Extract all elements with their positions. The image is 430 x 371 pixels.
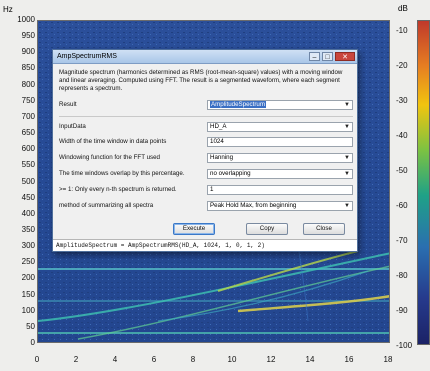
parameter-label: InputData [59, 123, 86, 130]
ampspectrumrms-dialog: AmpSpectrumRMS – □ ✕ Magnitude spectrum … [52, 49, 358, 252]
colorbar-tick-label: -60 [396, 201, 408, 210]
copy-button[interactable]: Copy [246, 223, 288, 235]
close-button[interactable]: Close [303, 223, 345, 235]
harmonic-trace-4 [237, 295, 389, 313]
y-tick-label: 0 [30, 338, 35, 347]
parameter-combo[interactable]: Peak Hold Max, from beginning ▼ [207, 201, 353, 211]
parameter-row: InputData HD_A ▼ [59, 122, 353, 133]
colorbar-tick-label: -10 [396, 26, 408, 35]
result-row: Result AmplitudeSpectrum ▼ [59, 100, 353, 111]
x-tick-label: 10 [227, 355, 237, 364]
separator [59, 116, 353, 117]
colorbar-tick-label: -90 [396, 306, 408, 315]
parameter-input[interactable]: 1024 [207, 137, 353, 147]
x-tick-label: 0 [34, 355, 40, 364]
chevron-down-icon[interactable]: ▼ [344, 171, 350, 177]
parameter-row: >= 1: Only every n-th spectrum is return… [59, 185, 353, 196]
parameter-label: method of summarizing all spectra [59, 202, 154, 209]
harmonic-trace-2 [77, 265, 389, 340]
y-tick-label: 850 [21, 63, 35, 73]
y-axis-unit: Hz [3, 5, 13, 14]
y-tick-label: 50 [26, 321, 35, 331]
y-tick-label: 900 [21, 47, 35, 57]
parameter-value: 1 [210, 186, 214, 193]
execute-button[interactable]: Execute [173, 223, 215, 235]
parameter-value: no overlapping [210, 170, 251, 177]
x-tick-label: 8 [190, 355, 196, 364]
dialog-description: Magnitude spectrum (harmonics determined… [59, 69, 343, 92]
colorbar-unit: dB [398, 4, 408, 13]
y-tick-label: 350 [21, 224, 35, 234]
x-tick-label: 4 [112, 355, 118, 364]
minimize-icon[interactable]: – [309, 52, 320, 61]
y-tick-label: 950 [21, 31, 35, 41]
parameter-label: Width of the time window in data points [59, 138, 167, 145]
y-tick-label: 150 [21, 289, 35, 299]
formula-line[interactable]: AmplitudeSpectrum = AmpSpectrumRMS(HD_A,… [53, 239, 357, 251]
y-tick-label: 250 [21, 257, 35, 267]
result-label: Result [59, 101, 77, 108]
parameter-label: >= 1: Only every n-th spectrum is return… [59, 186, 177, 193]
colorbar-tick-label: -20 [396, 61, 408, 70]
y-tick-label: 400 [21, 208, 35, 218]
x-tick-label: 18 [383, 355, 393, 364]
parameter-value: 1024 [210, 138, 224, 145]
close-icon[interactable]: ✕ [335, 52, 355, 61]
x-tick-label: 14 [305, 355, 315, 364]
parameter-label: Windowing function for the FFT used [59, 154, 160, 161]
result-combo[interactable]: AmplitudeSpectrum ▼ [207, 100, 353, 110]
harmonic-trace-5 [157, 270, 369, 322]
chevron-down-icon[interactable]: ▼ [344, 102, 350, 108]
chevron-down-icon[interactable]: ▼ [344, 203, 350, 209]
dialog-titlebar[interactable]: AmpSpectrumRMS – □ ✕ [53, 50, 357, 64]
chevron-down-icon[interactable]: ▼ [344, 124, 350, 130]
y-tick-label: 550 [21, 160, 35, 170]
y-tick-label: 600 [21, 144, 35, 154]
parameter-row: Width of the time window in data points 1… [59, 137, 353, 148]
parameter-value: HD_A [210, 123, 227, 130]
parameter-value: Hanning [210, 154, 234, 161]
parameter-combo[interactable]: no overlapping ▼ [207, 169, 353, 179]
dialog-title: AmpSpectrumRMS [57, 53, 117, 60]
colorbar-tick-label: -100 [396, 341, 413, 350]
parameter-combo[interactable]: Hanning ▼ [207, 153, 353, 163]
parameter-row: Windowing function for the FFT used Hanni… [59, 153, 353, 164]
result-value: AmplitudeSpectrum [210, 101, 266, 108]
parameter-input[interactable]: 1 [207, 185, 353, 195]
colorbar-tick-label: -40 [396, 131, 408, 140]
maximize-icon[interactable]: □ [322, 52, 333, 61]
y-tick-label: 300 [21, 241, 35, 251]
x-tick-label: 2 [73, 355, 79, 364]
y-tick-label: 650 [21, 128, 35, 138]
y-tick-label: 100 [21, 305, 35, 315]
y-tick-label: 1000 [17, 15, 35, 24]
chevron-down-icon[interactable]: ▼ [344, 155, 350, 161]
colorbar-tick-label: -80 [396, 271, 408, 280]
colorbar-tick-label: -70 [396, 236, 408, 245]
colorbar-tick-label: -50 [396, 166, 408, 175]
colorbar [417, 20, 430, 345]
y-tick-label: 500 [21, 176, 35, 186]
parameter-value: Peak Hold Max, from beginning [210, 202, 297, 209]
y-tick-label: 800 [21, 79, 35, 89]
y-tick-label: 700 [21, 111, 35, 121]
harmonic-trace-1 [38, 252, 389, 322]
parameter-combo[interactable]: HD_A ▼ [207, 122, 353, 132]
y-tick-label: 200 [21, 273, 35, 283]
y-tick-label: 450 [21, 192, 35, 202]
parameter-row: method of summarizing all spectra Peak Ho… [59, 201, 353, 212]
x-tick-label: 6 [151, 355, 157, 364]
y-tick-label: 750 [21, 95, 35, 105]
x-tick-label: 16 [344, 355, 354, 364]
colorbar-tick-label: -30 [396, 96, 408, 105]
parameter-row: The time windows overlap by this percent… [59, 169, 353, 180]
x-tick-label: 12 [266, 355, 276, 364]
harmonic-trace-3 [217, 250, 359, 292]
parameter-label: The time windows overlap by this percent… [59, 170, 185, 177]
